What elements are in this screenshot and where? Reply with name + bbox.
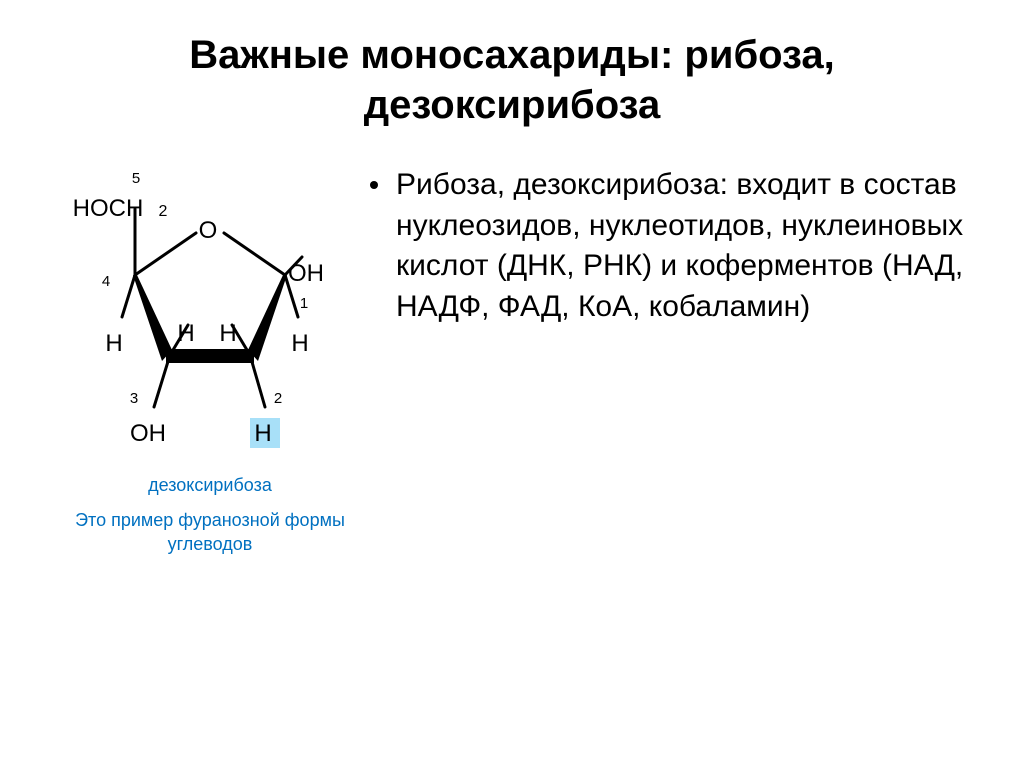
atom-label-num5: 5 [132,170,140,187]
left-column: OHOCH2OHHHHOHHH12345 дезоксирибоза Это п… [60,165,360,557]
atom-label-H_C2_up: H [219,320,236,348]
atom-label-OH_C1: OH [288,260,324,288]
caption-name: дезоксирибоза [60,475,360,496]
slide-title: Важные моносахариды: рибоза, дезоксирибо… [60,30,964,130]
atom-label-num4: 4 [102,273,110,290]
atom-label-HOCH2: HOCH [73,195,144,223]
content-row: OHOCH2OHHHHOHHH12345 дезоксирибоза Это п… [60,165,964,557]
atom-label-H_C1: H [291,330,308,358]
bullet-dot-icon [370,181,378,189]
diagram-caption: дезоксирибоза Это пример фуранозной форм… [60,475,360,557]
atom-label-num2: 2 [274,390,282,407]
caption-note: Это пример фуранозной формы углеводов [60,508,360,557]
bullet-item: Рибоза, дезоксирибоза: входит в состав н… [370,165,964,327]
atom-label-num1: 1 [300,295,308,312]
right-column: Рибоза, дезоксирибоза: входит в состав н… [360,165,964,557]
molecule-diagram: OHOCH2OHHHHOHHH12345 [80,165,340,465]
atom-label-OH_C3: OH [130,420,166,448]
atom-label-H_C3_up: H [177,320,194,348]
atom-label-H_C2: H [254,420,271,448]
atom-label-HOCH2_sub: 2 [159,203,168,221]
atom-label-num3: 3 [130,390,138,407]
atom-label-H_C4: H [105,330,122,358]
title-line-2: дезоксирибоза [364,83,661,127]
atom-label-O_ring: O [199,217,218,245]
title-line-1: Важные моносахариды: рибоза, [189,33,835,77]
bullet-text: Рибоза, дезоксирибоза: входит в состав н… [396,165,964,327]
slide: Важные моносахариды: рибоза, дезоксирибо… [0,0,1024,767]
